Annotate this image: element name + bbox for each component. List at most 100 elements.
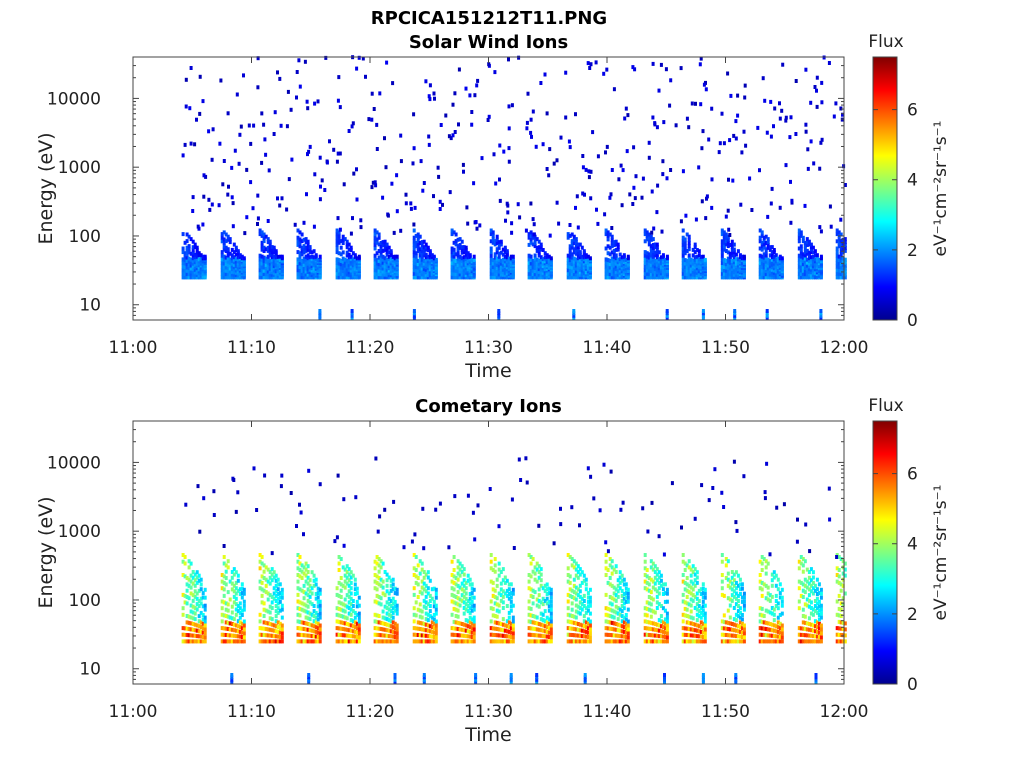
- flux-cell: [312, 629, 316, 634]
- plot-area: [133, 421, 844, 684]
- flux-cell: [226, 608, 230, 613]
- flux-cell: [665, 611, 669, 616]
- flux-cell: [383, 242, 387, 247]
- flux-cell: [379, 565, 383, 570]
- flux-cell: [195, 264, 199, 268]
- flux-cell: [185, 620, 189, 625]
- sparse-cell: [674, 123, 678, 128]
- flux-cell: [545, 582, 549, 587]
- flux-cell: [189, 627, 193, 632]
- flux-cell: [258, 228, 262, 233]
- flux-cell: [582, 573, 586, 578]
- flux-cell: [574, 585, 578, 590]
- flux-cell: [626, 619, 630, 624]
- flux-cell: [414, 271, 418, 276]
- flux-cell: [266, 591, 270, 596]
- flux-cell: [456, 602, 460, 607]
- flux-cell: [499, 264, 503, 269]
- flux-cell: [722, 275, 726, 280]
- flux-cell: [541, 266, 545, 271]
- flux-cell: [341, 602, 345, 607]
- flux-cell: [272, 623, 276, 628]
- flux-cell: [226, 269, 230, 274]
- flux-cell: [298, 254, 302, 259]
- sparse-cell: [427, 134, 431, 139]
- flux-cell: [570, 595, 574, 599]
- flux-cell: [470, 599, 474, 604]
- flux-cell: [653, 564, 657, 569]
- flux-cell: [491, 265, 495, 269]
- sparse-cell: [402, 545, 406, 550]
- flux-cell: [203, 631, 207, 636]
- sparse-cell: [444, 113, 448, 118]
- flux-cell: [391, 577, 395, 582]
- flux-cell: [695, 639, 699, 644]
- flux-cell: [375, 613, 379, 618]
- flux-cell: [681, 264, 685, 269]
- flux-cell: [497, 627, 501, 632]
- flux-cell: [618, 252, 622, 257]
- flux-cell: [274, 249, 278, 254]
- flux-cell: [663, 617, 667, 622]
- flux-cell: [426, 639, 430, 644]
- flux-cell: [381, 627, 385, 632]
- flux-cell: [624, 595, 628, 600]
- flux-cell: [234, 586, 238, 591]
- flux-cell: [807, 269, 811, 274]
- sparse-cell: [183, 142, 187, 147]
- flux-cell: [531, 265, 535, 270]
- flux-cell: [270, 617, 274, 622]
- flux-cell: [574, 639, 578, 644]
- flux-cell: [298, 230, 302, 235]
- flux-cell: [809, 265, 813, 270]
- flux-cell: [566, 639, 570, 644]
- flux-cell: [395, 611, 399, 616]
- flux-cell: [310, 264, 314, 268]
- flux-cell: [803, 256, 807, 261]
- flux-cell: [491, 632, 495, 637]
- flux-cell: [230, 616, 234, 621]
- flux-cell: [228, 237, 232, 242]
- flux-cell: [387, 245, 391, 250]
- flux-cell: [183, 258, 187, 263]
- flux-cell: [539, 275, 543, 280]
- flux-cell: [468, 577, 472, 582]
- flux-cell: [220, 250, 224, 255]
- flux-cell: [412, 566, 416, 571]
- flux-cell: [529, 258, 533, 263]
- flux-cell: [531, 614, 535, 618]
- flux-cell: [685, 614, 689, 618]
- flux-cell: [381, 615, 385, 620]
- sparse-cell: [222, 544, 226, 548]
- flux-cell: [300, 626, 304, 631]
- flux-cell: [242, 623, 246, 628]
- sparse-cell: [280, 473, 284, 478]
- flux-cell: [450, 268, 454, 273]
- flux-cell: [503, 266, 507, 271]
- sparse-cell: [217, 203, 221, 208]
- flux-cell: [270, 633, 274, 638]
- flux-cell: [232, 567, 236, 572]
- flux-cell: [466, 609, 470, 614]
- flux-cell: [547, 254, 551, 259]
- flux-cell: [835, 253, 839, 258]
- flux-cell: [357, 615, 361, 620]
- sparse-cell: [731, 178, 735, 183]
- flux-cell: [807, 239, 811, 244]
- flux-cell: [578, 628, 582, 633]
- flux-cell: [416, 232, 420, 237]
- flux-cell: [242, 627, 246, 632]
- flux-cell: [318, 615, 322, 620]
- sparse-cell: [302, 220, 306, 225]
- flux-cell: [507, 634, 511, 639]
- low-energy-cell: [583, 675, 587, 680]
- low-energy-cell: [393, 677, 397, 682]
- flux-cell: [495, 234, 499, 239]
- flux-cell: [230, 639, 234, 644]
- flux-cell: [801, 268, 805, 273]
- sparse-cell: [196, 224, 200, 229]
- flux-cell: [817, 257, 821, 262]
- flux-cell: [489, 599, 493, 604]
- flux-cell: [412, 275, 416, 280]
